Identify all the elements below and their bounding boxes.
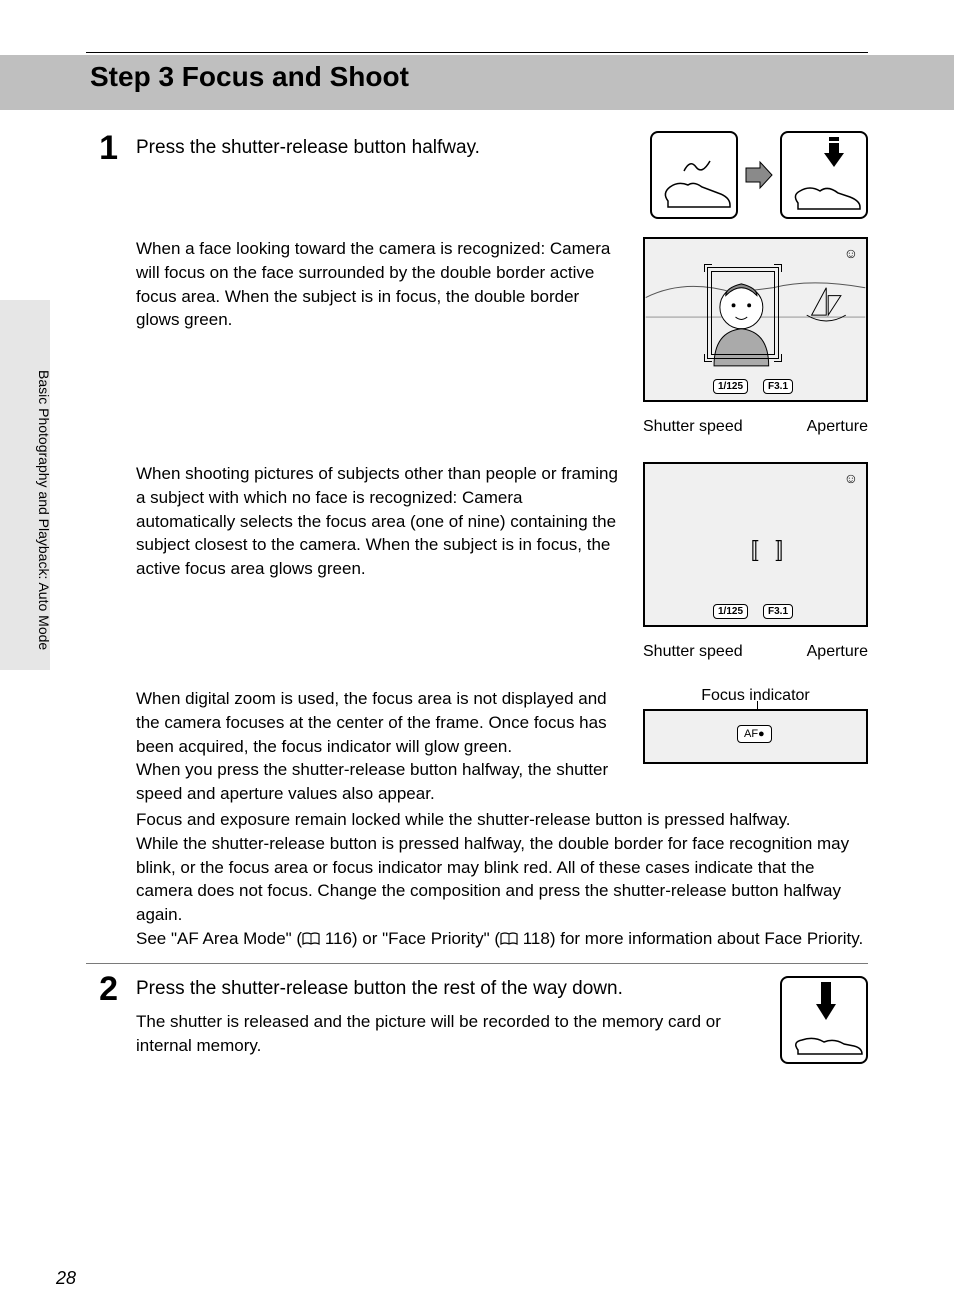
step1-para-noface: When shooting pictures of subjects other…	[136, 462, 623, 581]
step-number-1: 1	[86, 131, 118, 165]
label-aperture: Aperture	[756, 418, 869, 436]
hand-icon	[788, 171, 864, 211]
sidebar-section-label: Basic Photography and Playback: Auto Mod…	[36, 370, 52, 650]
arrow-right-icon	[744, 160, 774, 190]
shutter-halfway-figure	[643, 131, 868, 219]
shutter-value: 1/125	[713, 604, 748, 619]
shutter-box-half	[780, 131, 868, 219]
book-icon	[500, 932, 518, 946]
arrow-down-icon	[822, 137, 846, 171]
face-mode-icon: ☺	[844, 470, 858, 486]
hand-icon	[788, 1016, 864, 1056]
title-band: Step 3 Focus and Shoot	[0, 55, 954, 110]
aperture-value: F3.1	[763, 379, 793, 394]
book-icon	[302, 932, 320, 946]
lcd-labels: Shutter speed Aperture	[643, 418, 868, 436]
label-shutter-speed: Shutter speed	[643, 643, 756, 661]
step2-heading: Press the shutter-release button the res…	[136, 972, 738, 1000]
step2-para: The shutter is released and the picture …	[136, 1010, 738, 1058]
lcd-noface-figure: ☺ 〚〛 1/125 F3.1	[643, 462, 868, 627]
step1-para-lock: Focus and exposure remain locked while t…	[136, 808, 868, 832]
step1-para-zoom1: When digital zoom is used, the focus are…	[136, 687, 623, 758]
label-focus-indicator: Focus indicator	[643, 687, 868, 705]
aperture-value: F3.1	[763, 604, 793, 619]
step1-para-zoom2: When you press the shutter-release butto…	[136, 758, 623, 806]
hand-icon	[658, 171, 734, 211]
focus-brackets-icon: 〚〛	[737, 534, 813, 566]
lcd-labels: Shutter speed Aperture	[643, 643, 868, 661]
shutter-value: 1/125	[713, 379, 748, 394]
shutter-box-up	[650, 131, 738, 219]
label-shutter-speed: Shutter speed	[643, 418, 756, 436]
focus-indicator-icon: AF●	[737, 725, 772, 743]
step1-para-face: When a face looking toward the camera is…	[136, 237, 623, 332]
shutter-full-press-figure	[780, 976, 868, 1064]
lcd-face-figure: ☺ 1/125 F3.1	[643, 237, 868, 402]
focus-double-border	[707, 267, 779, 359]
step-number-2: 2	[86, 972, 118, 1006]
label-aperture: Aperture	[756, 643, 869, 661]
focus-indicator-figure: AF●	[643, 709, 868, 764]
page-number: 28	[56, 1268, 76, 1289]
step1-heading: Press the shutter-release button halfway…	[136, 131, 623, 159]
step1-para-blink: While the shutter-release button is pres…	[136, 832, 868, 927]
page-title: Step 3 Focus and Shoot	[90, 61, 409, 93]
face-mode-icon: ☺	[844, 245, 858, 261]
step1-para-see: See "AF Area Mode" ( 116) or "Face Prior…	[136, 927, 868, 951]
